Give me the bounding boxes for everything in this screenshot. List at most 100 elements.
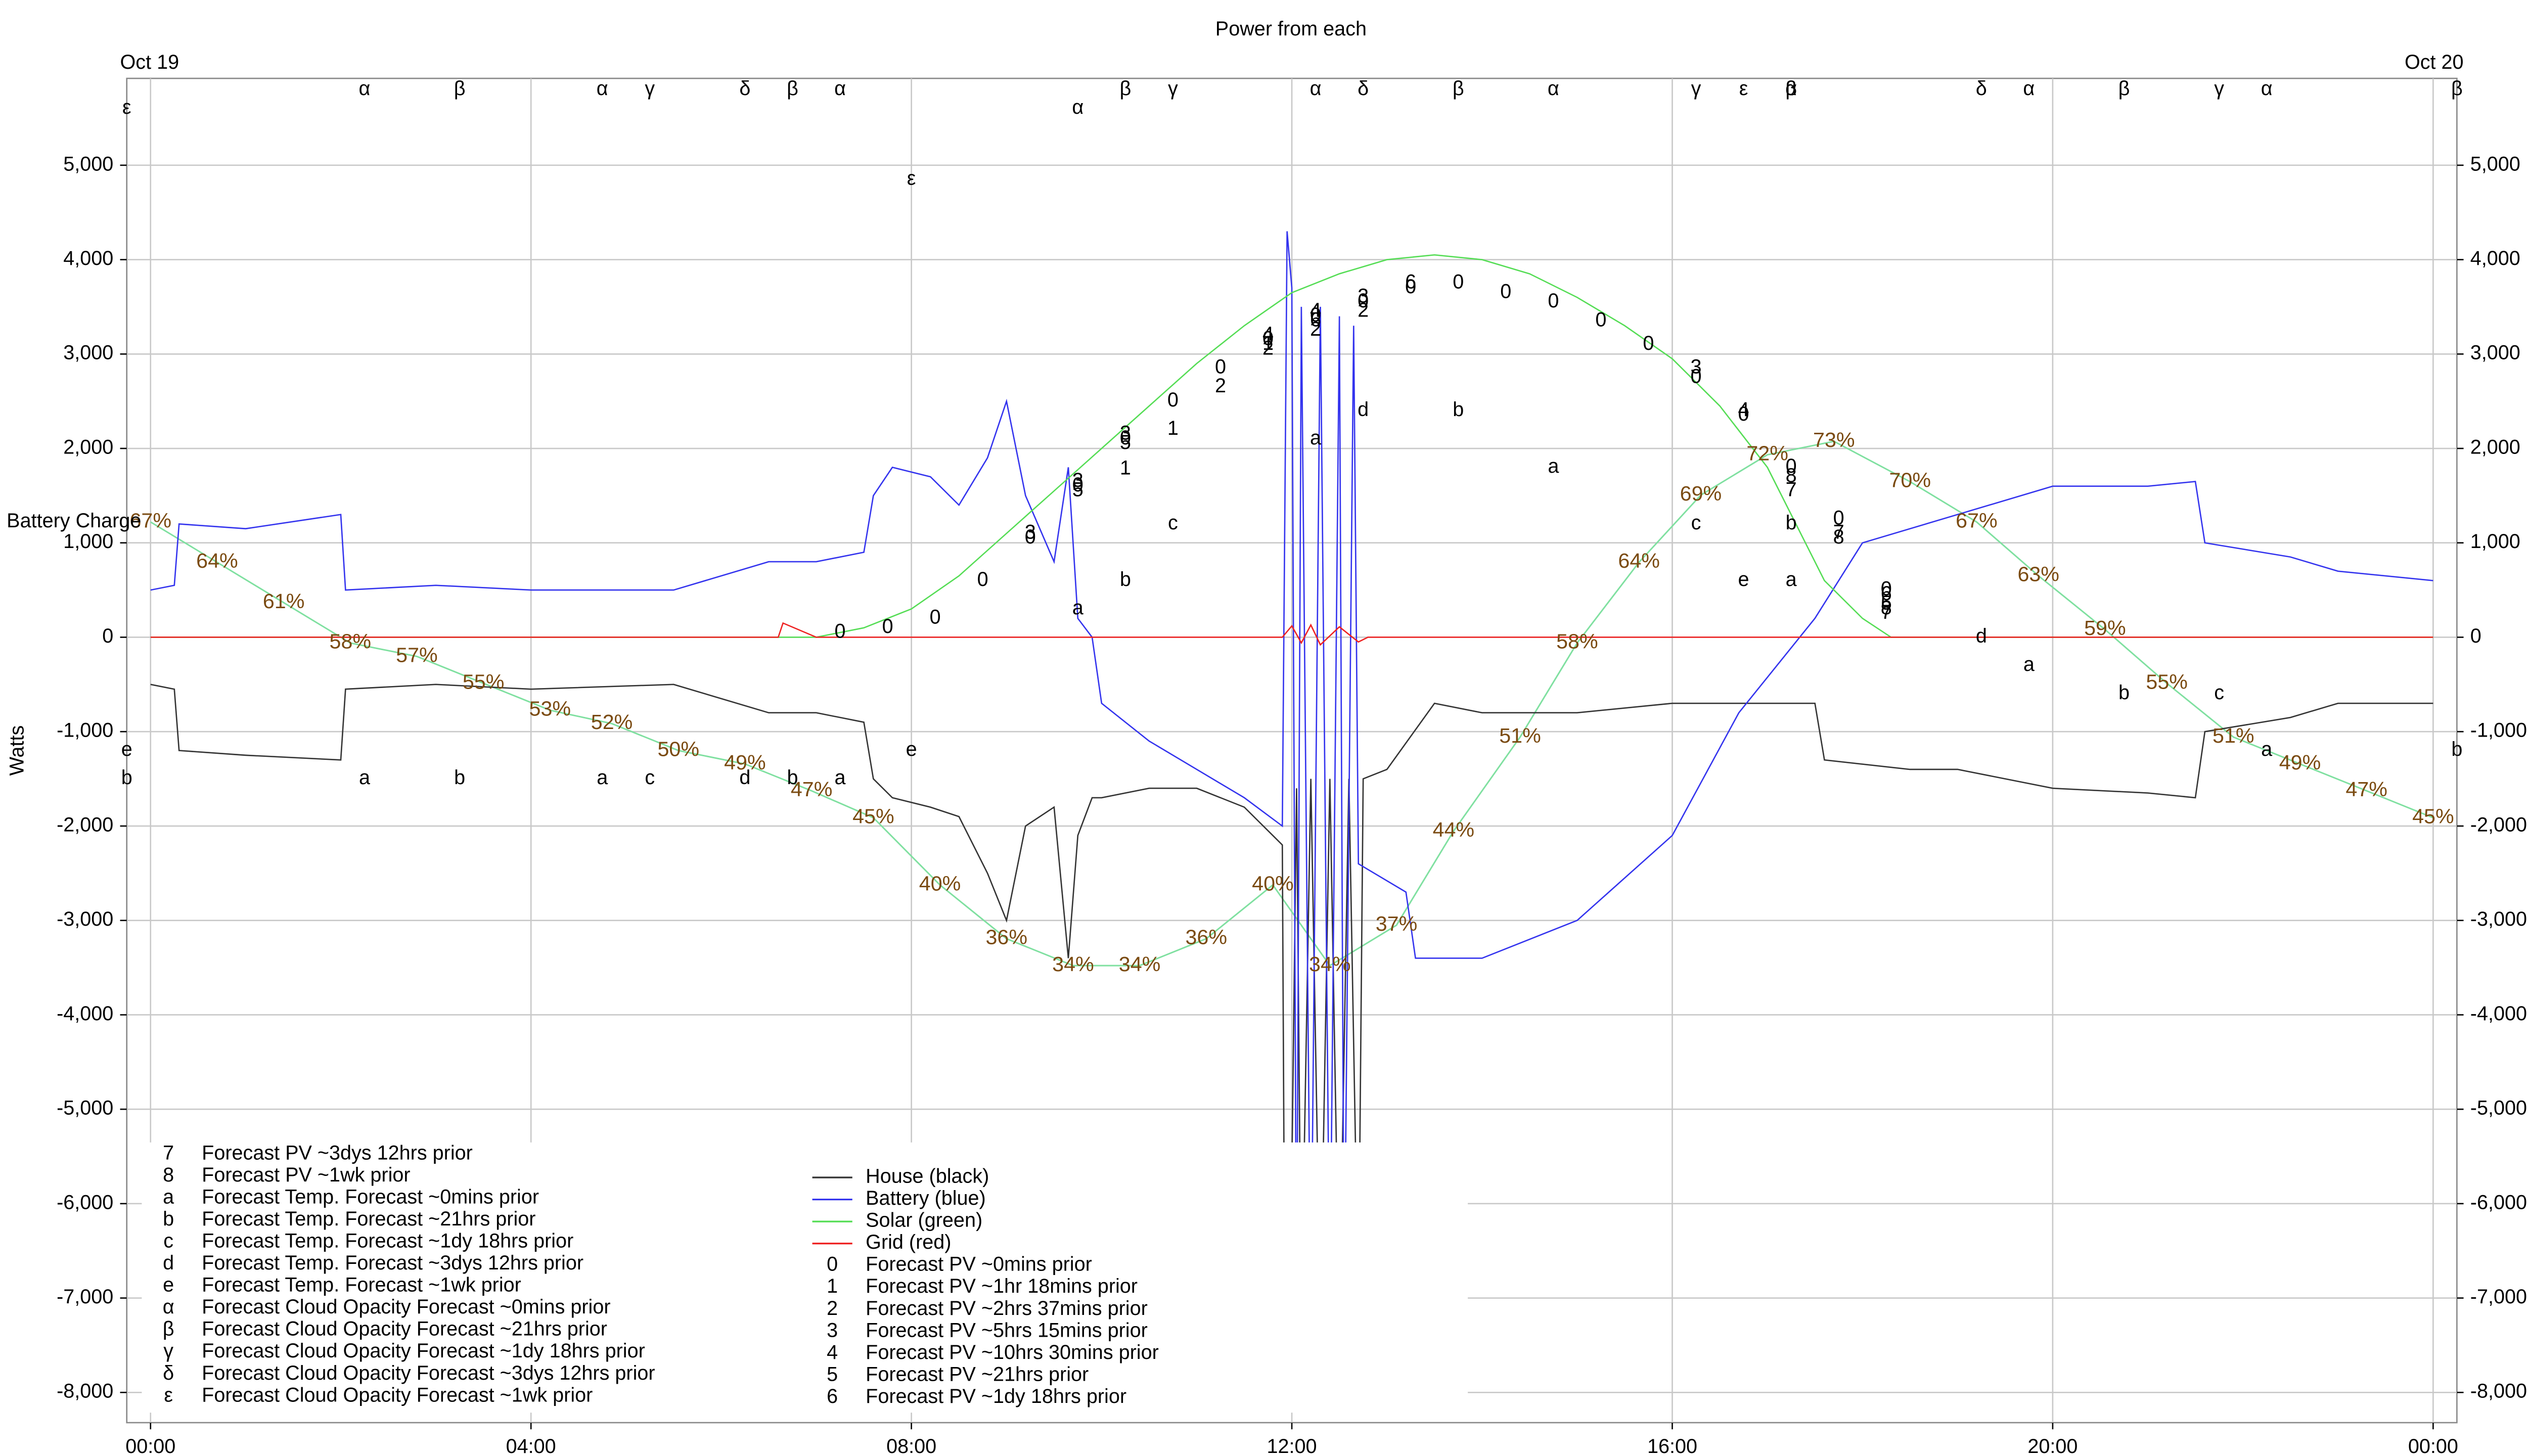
y-tick-label: 5,000 xyxy=(63,153,113,175)
forecast-marker: 7 xyxy=(1786,478,1797,500)
y-tick-label: -5,000 xyxy=(57,1097,113,1119)
battery-charge-label: 49% xyxy=(2279,751,2321,774)
forecast-marker: e xyxy=(1738,568,1749,590)
forecast-marker: β xyxy=(2118,77,2130,100)
forecast-marker: 2 xyxy=(1358,299,1369,322)
battery-charge-label: 51% xyxy=(2213,724,2254,747)
forecast-marker: a xyxy=(1548,455,1559,477)
forecast-marker: a xyxy=(1072,597,1084,619)
forecast-marker: a xyxy=(2261,738,2273,760)
y-axis-title: Watts xyxy=(6,725,28,776)
battery-charge-label: 36% xyxy=(985,926,1027,949)
y-tick-label-right: -6,000 xyxy=(2470,1191,2527,1213)
y-tick-label-right: 4,000 xyxy=(2470,247,2520,269)
forecast-marker: 8 xyxy=(1833,526,1844,548)
legend-symbol: 4 xyxy=(827,1341,838,1363)
legend-symbol: a xyxy=(163,1186,174,1208)
forecast-marker: 0 xyxy=(1500,280,1511,302)
forecast-marker: 3 xyxy=(1691,356,1702,378)
forecast-marker: β xyxy=(787,77,798,100)
battery-charge-label: 34% xyxy=(1119,952,1161,976)
forecast-marker: 4 xyxy=(1262,323,1274,345)
forecast-marker: a xyxy=(1786,568,1797,590)
legend-label: Forecast Cloud Opacity Forecast ~1dy 18h… xyxy=(202,1340,645,1362)
battery-charge-line xyxy=(150,440,2433,967)
forecast-marker: 0 xyxy=(1405,276,1416,298)
y-tick-label-right: 5,000 xyxy=(2470,153,2520,175)
forecast-marker: γ xyxy=(1168,77,1178,100)
legend-label: Battery (blue) xyxy=(866,1187,986,1209)
legend-symbol: 8 xyxy=(163,1164,174,1186)
x-tick-label: 00:00 xyxy=(125,1435,175,1456)
forecast-marker: d xyxy=(1976,625,1987,647)
forecast-marker: 0 xyxy=(1453,271,1464,293)
forecast-marker: β xyxy=(1785,77,1797,100)
forecast-marker: 4 xyxy=(1310,299,1321,322)
forecast-marker: 8 xyxy=(1786,464,1797,486)
battery-charge-label: 45% xyxy=(2412,804,2454,828)
battery-charge-label: 67% xyxy=(1956,509,1998,532)
chart-title: Power from each xyxy=(1215,18,1367,40)
x-tick-label: 20:00 xyxy=(2027,1435,2078,1456)
forecast-marker: δ xyxy=(1358,77,1369,100)
battery-charge-label: 34% xyxy=(1309,952,1351,976)
forecast-marker: e xyxy=(121,738,132,760)
battery-charge-label: 47% xyxy=(2345,778,2387,801)
forecast-marker: d xyxy=(1358,398,1369,421)
forecast-marker: β xyxy=(1119,77,1131,100)
forecast-marker: 6 xyxy=(1405,271,1416,293)
x-tick-label: 16:00 xyxy=(1647,1435,1697,1456)
forecast-marker: b xyxy=(2451,738,2462,760)
legend-symbol: β xyxy=(163,1318,174,1340)
forecast-marker: b xyxy=(2118,681,2130,704)
forecast-marker: b xyxy=(121,766,132,789)
forecast-marker: b xyxy=(454,766,465,789)
forecast-marker: 8 xyxy=(1881,597,1892,619)
y-tick-label-right: 1,000 xyxy=(2470,530,2520,553)
battery-charge-label: 69% xyxy=(1680,482,1722,505)
forecast-marker: 0 xyxy=(835,620,846,643)
legend-symbol: 1 xyxy=(827,1275,838,1297)
y-tick-label-right: -1,000 xyxy=(2470,719,2527,742)
forecast-marker: 0 xyxy=(1833,507,1844,529)
forecast-marker: 0 xyxy=(1120,427,1131,449)
forecast-marker: 0 xyxy=(1310,304,1321,326)
legend-symbol: e xyxy=(163,1274,174,1296)
forecast-marker: d xyxy=(739,766,750,789)
forecast-marker: 0 xyxy=(1072,474,1084,496)
y-tick-label: 0 xyxy=(102,625,113,647)
battery-charge-label: 58% xyxy=(1556,630,1598,653)
battery-charge-label: 61% xyxy=(263,589,305,613)
legend-label: Forecast PV ~1hr 18mins prior xyxy=(866,1275,1138,1297)
forecast-marker: 5 xyxy=(1072,478,1084,500)
forecast-marker: ε xyxy=(122,96,131,118)
forecast-marker: b xyxy=(1120,568,1131,590)
forecast-marker: 0 xyxy=(1786,455,1797,477)
battery-charge-label: 72% xyxy=(1746,441,1788,465)
battery-charge-label: 53% xyxy=(529,697,571,720)
legend-symbol: 6 xyxy=(827,1385,838,1407)
legend-label: House (black) xyxy=(866,1165,989,1188)
forecast-marker: 7 xyxy=(1833,521,1844,543)
y-tick-label: -8,000 xyxy=(57,1380,113,1402)
forecast-marker: 0 xyxy=(1262,328,1274,350)
legend-label: Forecast Temp. Forecast ~1dy 18hrs prior xyxy=(202,1230,573,1252)
y-tick-label-right: -8,000 xyxy=(2470,1380,2527,1402)
forecast-marker: γ xyxy=(645,77,655,100)
forecast-marker: 3 xyxy=(1120,422,1131,444)
y-tick-label: 2,000 xyxy=(63,436,113,458)
forecast-marker: δ xyxy=(739,77,750,100)
forecast-marker: γ xyxy=(2214,77,2224,100)
y-tick-label: -1,000 xyxy=(57,719,113,742)
y-tick-label: -6,000 xyxy=(57,1191,113,1213)
forecast-marker: 0 xyxy=(1548,290,1559,312)
legend-symbol: 7 xyxy=(163,1142,174,1164)
legend-label: Forecast Temp. Forecast ~21hrs prior xyxy=(202,1208,535,1230)
forecast-marker: 3 xyxy=(1358,285,1369,307)
legend-symbol: 2 xyxy=(827,1297,838,1320)
forecast-marker: β xyxy=(1453,77,1464,100)
legend-label: Forecast Cloud Opacity Forecast ~3dys 12… xyxy=(202,1362,655,1384)
x-tick-label: 00:00 xyxy=(2408,1435,2458,1456)
